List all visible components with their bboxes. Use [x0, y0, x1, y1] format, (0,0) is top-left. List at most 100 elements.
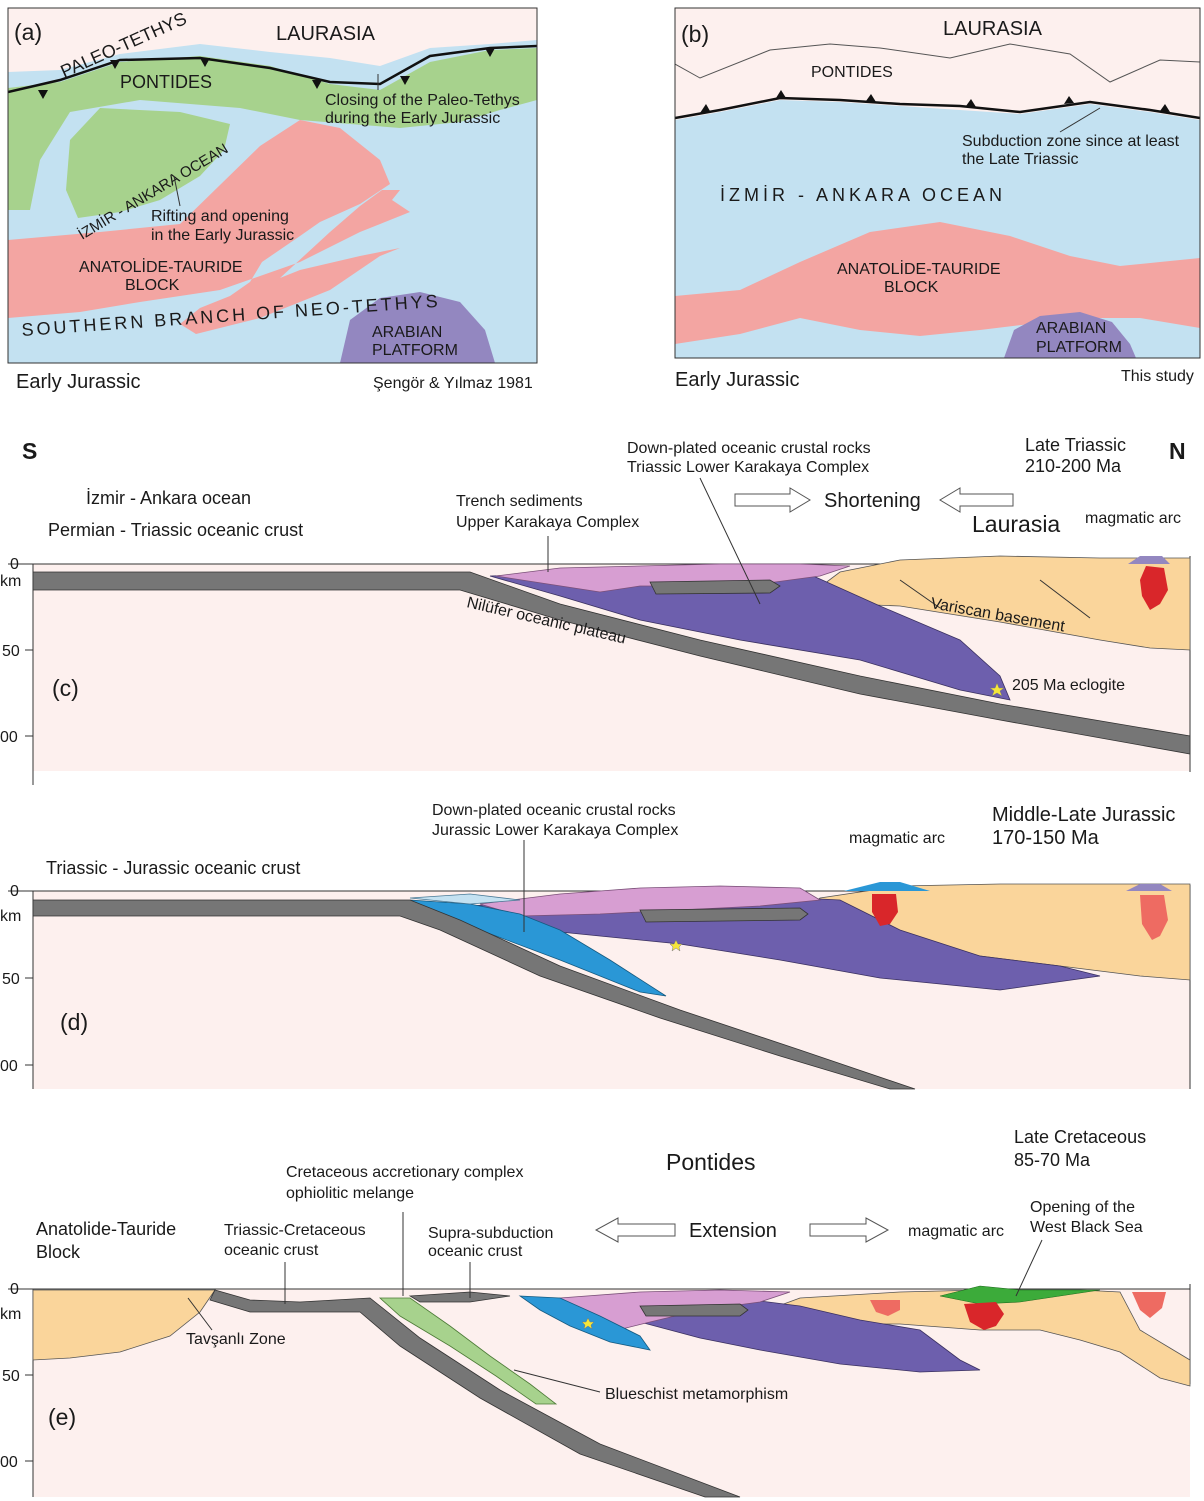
panel-d-age-1: Middle-Late Jurassic — [992, 804, 1175, 826]
magmatic-arc-pluton-e-3 — [1132, 1292, 1166, 1318]
pontides-label-a: PONTIDES — [120, 72, 212, 92]
fault-c — [899, 579, 941, 609]
downplated-label-c-2: Triassic Lower Karakaya Complex — [627, 459, 869, 476]
thrust-tooth — [1064, 96, 1074, 104]
shortening-arrow-right — [734, 487, 811, 513]
arabian-label-b-1: ARABIAN — [1036, 320, 1106, 337]
panel-b-source: This study — [1121, 368, 1194, 385]
plateau-sliver-e — [639, 1303, 749, 1317]
arabian-area-a — [340, 292, 495, 363]
magmatic-arc-label-d: magmatic arc — [849, 830, 945, 847]
supra-label-1: Supra-subduction — [428, 1225, 553, 1242]
panel-b-age: Early Jurassic — [675, 369, 799, 391]
trench-label-1: Trench sediments — [456, 493, 583, 510]
atb-label-e-2: Block — [36, 1242, 81, 1262]
panel-d-section: Down-plated oceanic crustal rocks Jurass… — [0, 802, 1191, 1090]
atb-label-e-1: Anatolide-Tauride — [36, 1219, 176, 1239]
wbs-label-1: Opening of the — [1030, 1199, 1135, 1216]
ophiolitic-melange-e — [378, 1297, 558, 1405]
laurasia-boundary-b — [675, 43, 1200, 83]
shortening-label: Shortening — [824, 490, 921, 512]
triassic-crust-label-2: oceanic crust — [224, 1242, 319, 1259]
panel-e-age-1: Late Cretaceous — [1014, 1127, 1146, 1147]
light-blue-wedge-d — [409, 893, 521, 905]
laurasia-label-a: LAURASIA — [276, 23, 376, 45]
tick-label: km — [0, 1306, 21, 1323]
extension-arrow-right — [809, 1217, 890, 1243]
subduction-text-2: the Late Triassic — [962, 151, 1079, 168]
downplated-leader — [699, 477, 761, 605]
closing-text-2: during the Early Jurassic — [325, 110, 500, 127]
rifting-arrow — [173, 175, 181, 207]
anatolide-tauride-block-e — [32, 1289, 216, 1361]
panel-c-section: S N Late Triassic 210-200 Ma İzmir - Ank… — [0, 435, 1191, 785]
upper-karakaya-d — [479, 885, 822, 917]
panel-a-frame — [7, 7, 538, 364]
arabian-area-b — [1004, 312, 1136, 358]
panel-b-map: (b) LAURASIA PONTIDES Subduction zone si… — [674, 7, 1201, 391]
laurasia-pontides-area-b — [675, 8, 1200, 120]
thrust-tooth — [866, 94, 876, 102]
tick-label: 50 — [2, 1368, 20, 1385]
blueschist-label: Blueschist metamorphism — [605, 1386, 788, 1403]
suture-line-a — [8, 44, 537, 94]
accretionary-label-1: Cretaceous accretionary complex — [286, 1164, 523, 1181]
pontides-area — [8, 48, 537, 210]
magmatic-arc-pluton-d-1 — [872, 894, 898, 926]
closing-text-1: Closing of the Paleo-Tethys — [325, 92, 520, 109]
eclogite-star — [989, 682, 1005, 697]
plateau-sliver-c — [649, 579, 781, 595]
thrust-tooth — [312, 80, 322, 89]
arc-cap-d-1 — [844, 882, 930, 891]
thrust-tooth — [200, 58, 210, 67]
izmir-ocean-label-b: İZMİR - ANKARA OCEAN — [720, 185, 1006, 205]
magmatic-arc-pluton-d-2 — [1140, 895, 1168, 940]
oceanic-crust-slab-e — [209, 1289, 741, 1498]
pontides-label-b: PONTIDES — [811, 64, 893, 81]
subduction-text-1: Subduction zone since at least — [962, 133, 1180, 150]
panel-a-label: (a) — [14, 19, 42, 45]
variscan-basement-c — [798, 555, 1191, 651]
fault-c — [1039, 579, 1091, 619]
magmatic-arc-pluton-e-1 — [964, 1302, 1004, 1330]
blueschist-leader — [513, 1369, 601, 1393]
panel-e-section: Late Cretaceous 85-70 Ma Pontides Cretac… — [0, 1127, 1191, 1498]
tick-label: 0 — [10, 556, 19, 573]
eclogite-star-d — [669, 939, 683, 952]
tick-label: km — [0, 908, 21, 925]
thrust-tooth — [38, 90, 48, 99]
wbs-label-2: West Black Sea — [1030, 1219, 1143, 1236]
atb-area-a — [8, 120, 410, 334]
thrust-tooth — [776, 90, 786, 98]
panel-b-label: (b) — [681, 21, 709, 47]
oceanic-crust-slab-d — [32, 899, 916, 1090]
supra-subduction-crust-e — [408, 1291, 511, 1303]
north-label: N — [1169, 438, 1186, 464]
downplated-label-d-2: Jurassic Lower Karakaya Complex — [432, 822, 678, 839]
tick-label: 0 — [10, 883, 19, 900]
tick-label: km — [0, 573, 21, 590]
extension-arrow-left — [594, 1217, 676, 1243]
downplated-label-d-1: Down-plated oceanic crustal rocks — [432, 802, 676, 819]
rifting-text-1: Rifting and opening — [151, 208, 289, 225]
arc-cap-d-2 — [1126, 884, 1172, 891]
tavsanli-label: Tavşanlı Zone — [186, 1331, 286, 1348]
plateau-sliver-d — [639, 907, 809, 923]
tick-label: 50 — [2, 643, 20, 660]
tick-label: 00 — [0, 729, 18, 746]
tick-label: 0 — [10, 1281, 19, 1298]
wbs-leader — [1015, 1239, 1043, 1297]
izmir-ocean-label-c: İzmir - Ankara ocean — [86, 488, 251, 508]
magmatic-arc-pluton-e-2 — [870, 1300, 900, 1316]
arabian-label-a-2: PLATFORM — [372, 342, 458, 359]
panel-d-age-2: 170-150 Ma — [992, 827, 1100, 849]
tick-label: 50 — [2, 971, 20, 988]
atb-label-a-2: BLOCK — [125, 277, 180, 294]
panel-c-label: (c) — [52, 675, 79, 701]
thrust-tooth — [966, 99, 976, 107]
eclogite-label: 205 Ma eclogite — [1012, 677, 1125, 694]
arabian-label-b-2: PLATFORM — [1036, 339, 1122, 356]
crust-label-d: Triassic - Jurassic oceanic crust — [46, 858, 300, 878]
atb-label-a-1: ANATOLİDE-TAURIDE — [79, 257, 243, 276]
laurasia-label-c: Laurasia — [972, 511, 1060, 537]
